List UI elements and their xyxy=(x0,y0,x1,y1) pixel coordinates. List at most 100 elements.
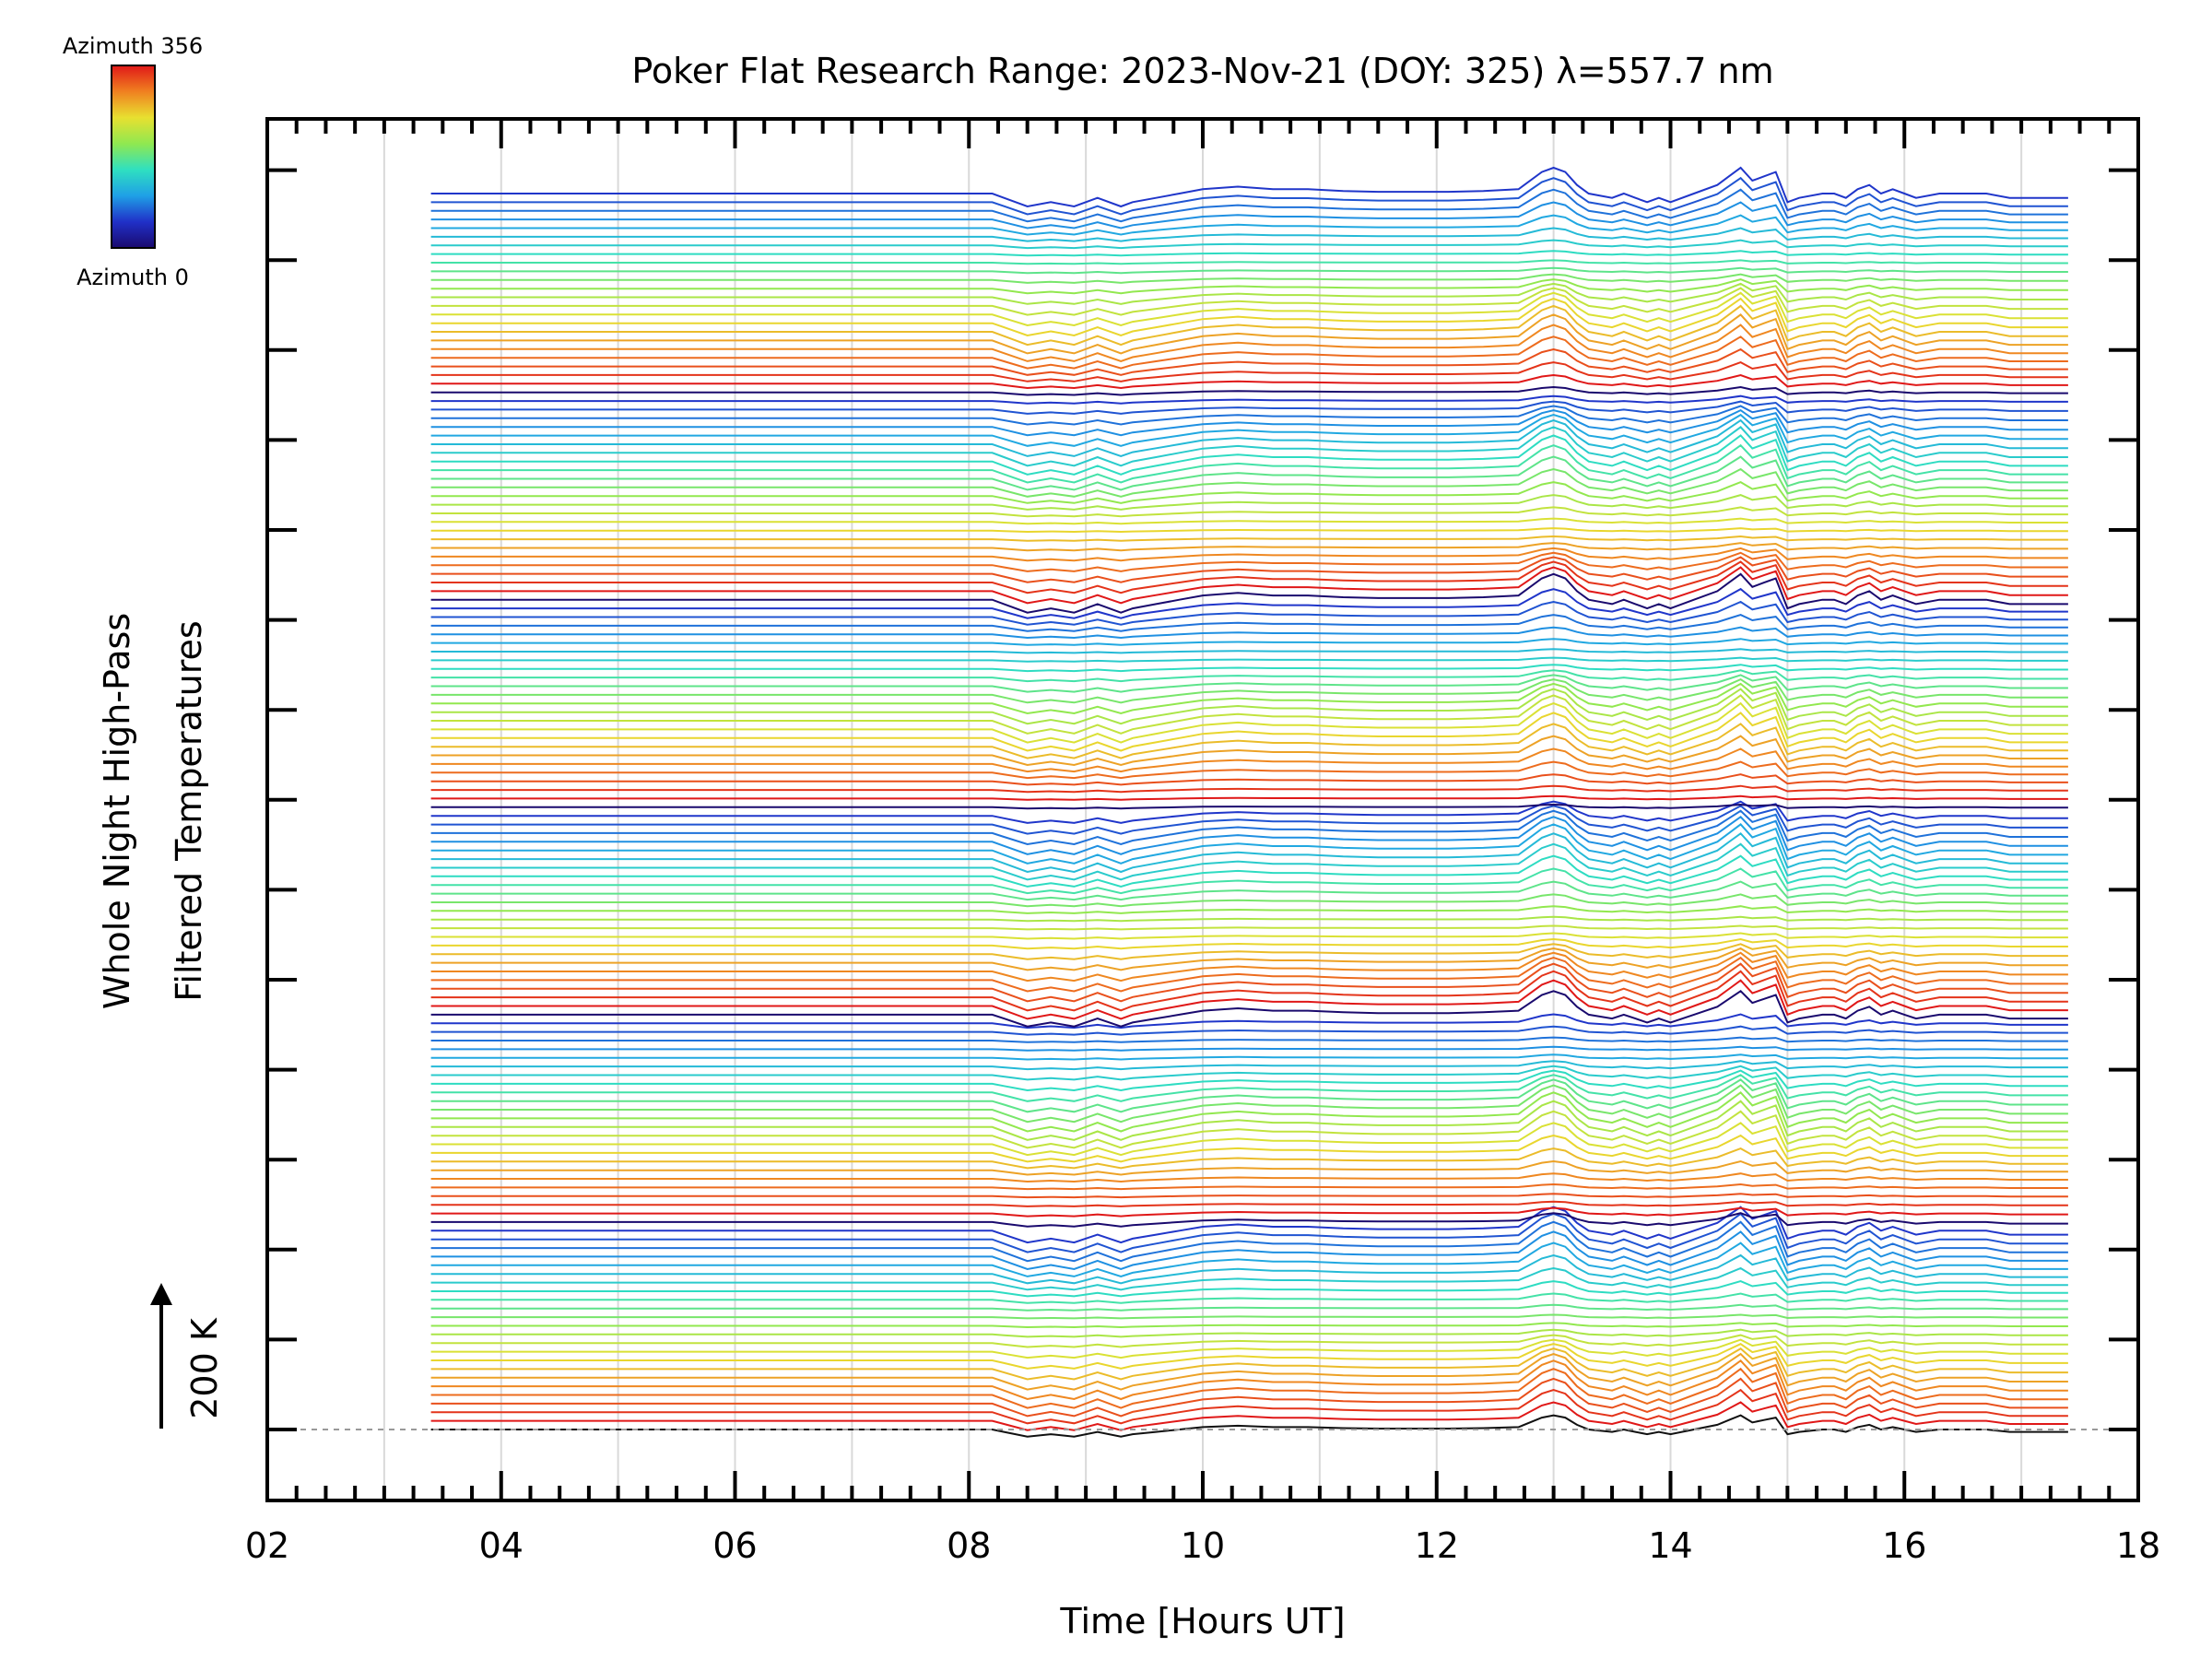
series-line xyxy=(430,962,2068,1003)
series-line xyxy=(430,467,2068,498)
series-line xyxy=(430,823,2068,865)
series-line xyxy=(430,669,2068,683)
series-line xyxy=(430,1347,2068,1381)
series-line xyxy=(430,979,2068,1020)
series-line xyxy=(430,551,2068,572)
series-line xyxy=(430,1280,2068,1298)
series-line xyxy=(430,214,2068,236)
series-line xyxy=(430,1313,2068,1320)
series-line xyxy=(430,1414,2068,1438)
series-line xyxy=(430,408,2068,437)
series-line xyxy=(430,287,2068,316)
series-line xyxy=(430,547,2068,562)
series-line xyxy=(430,347,2068,376)
series-line xyxy=(430,1388,2068,1425)
series-line xyxy=(430,1013,2068,1030)
series-line xyxy=(430,794,2068,801)
series-line xyxy=(430,385,2068,396)
series-line xyxy=(430,535,2068,542)
series-line xyxy=(430,1328,2068,1338)
series-line xyxy=(430,747,2068,773)
series-line xyxy=(430,905,2068,914)
series-line xyxy=(430,239,2068,250)
series-lines xyxy=(430,166,2068,1438)
series-line xyxy=(430,677,2068,704)
y-axis-label-line2: Filtered Temperatures xyxy=(169,620,209,1001)
series-line xyxy=(430,227,2068,242)
series-line xyxy=(430,426,2068,467)
series-line xyxy=(430,282,2068,305)
series-line xyxy=(430,335,2068,370)
series-line xyxy=(430,1069,2068,1092)
series-line xyxy=(430,1220,2068,1263)
series-line xyxy=(430,1206,2068,1244)
x-tick-label: 04 xyxy=(479,1525,524,1566)
series-line xyxy=(430,572,2068,614)
series-line xyxy=(430,1292,2068,1304)
series-line xyxy=(430,1401,2068,1431)
series-line xyxy=(430,542,2068,552)
series-line xyxy=(430,1359,2068,1401)
series-line xyxy=(430,1036,2068,1043)
x-tick-label: 12 xyxy=(1415,1525,1459,1566)
series-line xyxy=(430,413,2068,447)
series-line xyxy=(430,1343,2068,1370)
series-line xyxy=(430,943,2068,960)
series-line xyxy=(430,1253,2068,1285)
series-line xyxy=(430,1074,2068,1102)
series-line xyxy=(430,1060,2068,1071)
series-line xyxy=(430,893,2068,908)
chart-title: Poker Flat Research Range: 2023-Nov-21 (… xyxy=(631,51,1773,91)
series-line xyxy=(430,1377,2068,1418)
series-line xyxy=(430,517,2068,525)
series-line xyxy=(430,560,2068,594)
series-line xyxy=(430,455,2068,491)
series-line xyxy=(430,201,2068,229)
series-line xyxy=(430,373,2068,390)
series-line xyxy=(430,250,2068,257)
series-line xyxy=(430,394,2068,405)
x-axis-label: Time [Hours UT] xyxy=(1059,1601,1345,1641)
series-line xyxy=(430,1334,2068,1348)
series-line xyxy=(430,1122,2068,1157)
x-tick-label: 16 xyxy=(1882,1525,1926,1566)
series-line xyxy=(430,805,2068,835)
series-line xyxy=(430,1053,2068,1061)
series-line xyxy=(430,1322,2068,1329)
series-line xyxy=(430,990,2068,1028)
series-line xyxy=(430,956,2068,993)
series-line xyxy=(430,405,2068,426)
series-line xyxy=(430,1147,2068,1170)
series-line xyxy=(430,166,2068,208)
series-line xyxy=(430,815,2068,855)
series-line xyxy=(430,803,2068,810)
series-line xyxy=(430,809,2068,846)
series-line xyxy=(430,760,2068,780)
series-line xyxy=(430,880,2068,901)
series-line xyxy=(430,712,2068,752)
series-line xyxy=(430,1100,2068,1141)
series-line xyxy=(430,723,2068,759)
series-line xyxy=(430,506,2068,518)
series-line xyxy=(430,1338,2068,1359)
series-line xyxy=(430,1230,2068,1271)
x-tick-labels: 02 04 06 08 10 12 14 16 18 xyxy=(245,1525,2160,1566)
colorbar-bottom-label: Azimuth 0 xyxy=(76,265,189,290)
y-axis-label-line1: Whole Night High-Pass xyxy=(97,613,137,1009)
series-line xyxy=(430,1134,2068,1163)
series-line xyxy=(430,1193,2068,1199)
series-line xyxy=(430,656,2068,663)
series-line xyxy=(430,664,2068,673)
series-line xyxy=(430,773,2068,786)
series-line xyxy=(430,1206,2068,1218)
series-line xyxy=(430,701,2068,744)
series-line xyxy=(430,1266,2068,1291)
scale-arrow xyxy=(150,1283,172,1429)
series-line xyxy=(430,324,2068,362)
x-tick-label: 08 xyxy=(947,1525,991,1566)
series-line xyxy=(430,932,2068,940)
x-tick-label: 18 xyxy=(2116,1525,2160,1566)
series-line xyxy=(430,1182,2068,1191)
series-line xyxy=(430,1110,2068,1149)
